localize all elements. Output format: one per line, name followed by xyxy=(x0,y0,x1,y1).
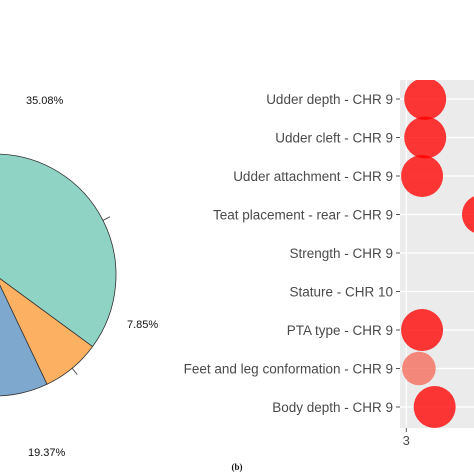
y-tick-label: Udder cleft - CHR 9 xyxy=(275,131,393,146)
y-tick-label: Strength - CHR 9 xyxy=(289,246,393,261)
pie-slice xyxy=(0,153,117,348)
y-tick-label: Teat placement - rear - CHR 9 xyxy=(213,208,393,223)
y-tick-label: Body depth - CHR 9 xyxy=(272,400,393,415)
y-tick-label: Feet and leg conformation - CHR 9 xyxy=(184,362,393,377)
pie-slice-label: 7.85% xyxy=(127,319,158,331)
pie-slice xyxy=(0,284,48,397)
bubble-point xyxy=(462,196,474,233)
bubble-layer xyxy=(401,80,474,428)
bubble-point xyxy=(413,386,456,428)
pie-slice-label: 35.08% xyxy=(26,95,64,107)
panel-b-label: (b) xyxy=(232,462,243,472)
bubble-point xyxy=(404,116,447,159)
y-tick-label: Udder attachment - CHR 9 xyxy=(233,169,393,184)
pie-slice-label: 19.37% xyxy=(28,447,66,459)
bubble-point xyxy=(402,351,436,386)
y-tick-label: PTA type - CHR 9 xyxy=(287,323,393,338)
x-tick-label: 3 xyxy=(403,433,410,448)
bubble-point xyxy=(401,309,444,351)
pie-leader-line xyxy=(71,368,78,375)
y-tick-label: Udder depth - CHR 9 xyxy=(266,92,393,107)
y-tick-label: Stature - CHR 10 xyxy=(289,285,393,300)
bubble-point xyxy=(404,80,447,120)
bubble-point xyxy=(401,155,444,197)
pie-leader-line xyxy=(102,216,111,221)
